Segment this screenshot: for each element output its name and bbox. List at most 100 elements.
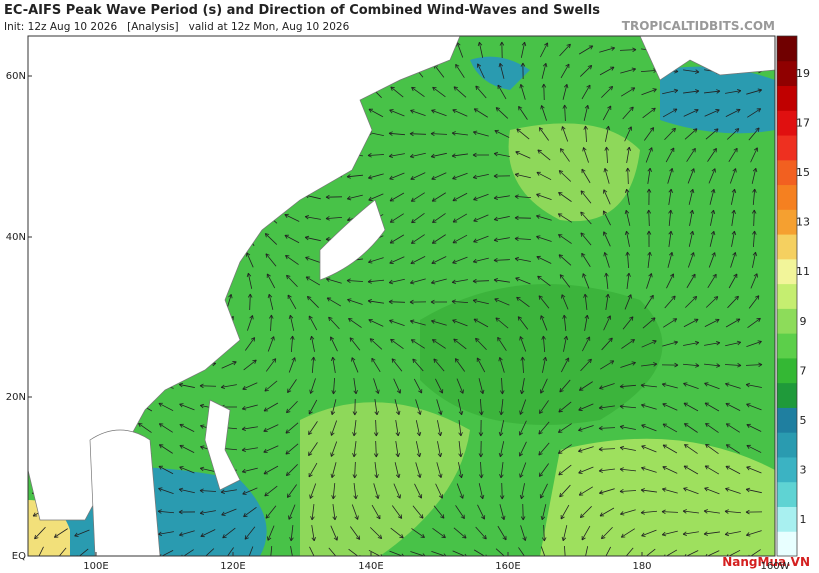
arrow-head (662, 444, 668, 449)
arrow-head (651, 107, 656, 112)
arrow-head (158, 444, 164, 449)
wind-arrow (542, 357, 546, 373)
arrow-head (418, 389, 423, 394)
arrow-head (409, 131, 414, 137)
wind-arrow (605, 546, 612, 556)
wind-arrow (437, 420, 441, 436)
wind-arrow (746, 424, 762, 432)
arrow-head (648, 273, 653, 278)
wind-arrow (663, 318, 677, 328)
colorbar-label: 3 (800, 463, 807, 476)
arrow-head (669, 168, 674, 173)
wind-arrow (582, 273, 590, 289)
arrow-head (745, 382, 751, 388)
wind-arrow (285, 255, 299, 265)
arrow-head (289, 537, 294, 542)
wind-arrow (287, 294, 297, 310)
wind-arrow (704, 363, 720, 367)
arrow-head (604, 272, 609, 277)
arrow-head (157, 531, 163, 537)
wind-arrow (179, 488, 195, 494)
wind-arrow (389, 320, 405, 326)
arrow-head (560, 514, 565, 520)
arrow-head (752, 167, 758, 173)
wind-arrow (515, 151, 531, 159)
wind-arrow (726, 128, 740, 140)
arrow-head (32, 512, 38, 517)
wind-arrow (183, 549, 194, 556)
arrow-head (264, 387, 269, 392)
wind-arrow (641, 384, 657, 388)
arrow-head (712, 273, 717, 279)
arrow-head (458, 410, 464, 416)
wind-arrow (539, 400, 549, 414)
arrow-head (263, 407, 269, 412)
arrow-head (514, 194, 519, 199)
wind-arrow (622, 106, 634, 120)
wind-arrow (371, 357, 381, 373)
arrow-head (220, 384, 226, 390)
arrow-head (472, 152, 477, 158)
arrow-head (578, 386, 584, 391)
arrow-head (689, 188, 695, 194)
arrow-head (246, 252, 251, 257)
arrow-head (602, 231, 608, 236)
wind-arrow (605, 294, 609, 310)
wind-arrow (581, 168, 591, 184)
arrow-head (290, 335, 295, 340)
wind-arrow (473, 193, 489, 201)
arrow-head (401, 553, 405, 556)
arrow-head (493, 257, 498, 263)
arrow-head (367, 279, 372, 284)
wind-arrow (499, 63, 505, 79)
wind-arrow (662, 530, 678, 536)
arrow-head (690, 168, 695, 173)
wind-arrow (648, 209, 650, 227)
wind-arrow (368, 549, 381, 556)
wind-arrow (514, 238, 532, 240)
wind-arrow (522, 503, 524, 521)
arrow-head (244, 535, 249, 540)
wind-arrow (542, 335, 546, 353)
arrow-head (538, 127, 544, 132)
wind-arrow (453, 527, 467, 539)
wind-arrow (726, 444, 740, 454)
arrow-head (451, 299, 456, 304)
arrow-head (53, 533, 59, 538)
wind-arrow (58, 547, 67, 556)
arrow-head (410, 339, 416, 344)
arrow-head (578, 427, 583, 432)
wind-arrow (249, 293, 251, 311)
arrow-head (309, 335, 315, 341)
arrow-head (541, 83, 547, 88)
arrow-head (369, 338, 375, 343)
wind-arrow (200, 510, 216, 514)
wind-arrow (599, 66, 615, 76)
wind-arrow (368, 193, 384, 201)
arrow-head (199, 488, 204, 493)
wind-arrow (725, 403, 741, 411)
wind-arrow (330, 441, 338, 457)
wind-arrow (415, 441, 421, 457)
arrow-head (736, 88, 742, 94)
arrow-head (498, 62, 504, 68)
wind-arrow (599, 47, 615, 53)
arrow-head (431, 319, 436, 324)
arrow-head (557, 449, 563, 454)
arrow-head (250, 337, 256, 342)
wind-arrow (662, 466, 678, 474)
land (639, 36, 775, 81)
arrow-head (498, 452, 504, 458)
arrow-head (752, 188, 757, 193)
wind-arrow (661, 511, 679, 513)
arrow-head (390, 86, 395, 91)
wind-arrow (520, 525, 526, 541)
wind-arrow (437, 441, 441, 457)
wind-arrow (580, 506, 592, 518)
arrow-head (452, 109, 457, 114)
arrow-head (704, 465, 710, 470)
wind-arrow (519, 420, 527, 436)
arrow-head (368, 259, 373, 264)
wind-arrow (347, 174, 363, 178)
wind-arrow (349, 337, 361, 351)
